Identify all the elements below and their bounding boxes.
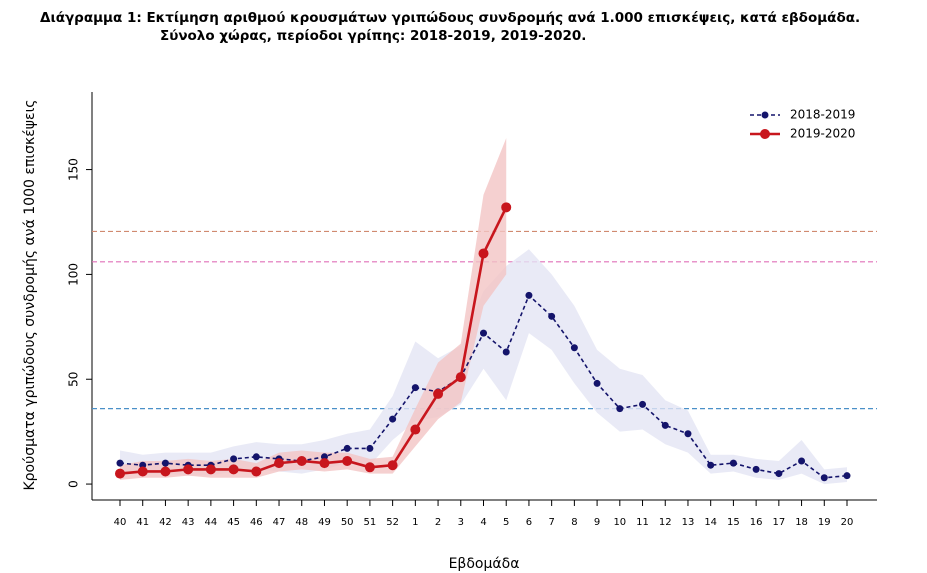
- x-axis-label: Εβδομάδα: [449, 556, 520, 572]
- legend-label: 2019-2020: [790, 127, 855, 141]
- data-point: [548, 312, 556, 320]
- data-point: [570, 344, 578, 352]
- data-point: [775, 470, 783, 478]
- data-point: [525, 291, 533, 299]
- data-point: [410, 424, 421, 435]
- chart-title: Διάγραμμα 1: Εκτίμηση αριθμού κρουσμάτων…: [40, 10, 860, 26]
- x-tick-label: 12: [659, 517, 672, 528]
- data-point: [252, 453, 260, 461]
- chart-subtitle: Σύνολο χώρας, περίοδοι γρίπης: 2018-2019…: [160, 28, 586, 44]
- data-point: [251, 466, 262, 477]
- x-tick-label: 9: [594, 517, 600, 528]
- y-axis-label: Κρούσματα γριπώδους συνδρομής ανά 1000 ε…: [22, 99, 38, 490]
- x-tick-label: 50: [341, 517, 354, 528]
- data-point: [820, 474, 828, 482]
- x-tick-label: 6: [526, 517, 532, 528]
- x-tick-label: 51: [364, 517, 377, 528]
- x-tick-label: 40: [114, 517, 127, 528]
- y-tick-label: 50: [67, 372, 81, 387]
- data-point: [411, 384, 419, 392]
- x-tick-label: 7: [548, 517, 554, 528]
- data-point: [502, 348, 510, 356]
- data-point: [137, 466, 148, 477]
- data-point: [729, 459, 737, 467]
- x-tick-label: 17: [772, 517, 785, 528]
- data-point: [387, 460, 398, 471]
- data-point: [319, 458, 330, 469]
- data-point: [342, 456, 353, 467]
- data-point: [389, 415, 397, 423]
- x-tick-label: 19: [818, 517, 831, 528]
- x-tick-label: 11: [636, 517, 649, 528]
- data-point: [501, 202, 512, 213]
- data-point: [116, 459, 124, 467]
- y-tick-label: 100: [67, 263, 81, 286]
- data-point: [639, 400, 647, 408]
- x-tick-label: 16: [750, 517, 763, 528]
- data-point: [160, 466, 171, 477]
- x-tick-label: 45: [227, 517, 240, 528]
- x-tick-label: 47: [273, 517, 286, 528]
- data-point: [455, 372, 466, 383]
- x-tick-label: 8: [571, 517, 577, 528]
- x-tick-label: 4: [480, 517, 486, 528]
- x-tick-label: 20: [841, 517, 854, 528]
- x-tick-label: 13: [682, 517, 695, 528]
- data-point: [296, 456, 307, 467]
- x-tick-label: 46: [250, 517, 263, 528]
- data-point: [274, 458, 285, 469]
- data-point: [115, 468, 125, 479]
- data-point: [161, 459, 169, 467]
- data-point: [478, 248, 489, 259]
- x-tick-label: 18: [795, 517, 808, 528]
- data-point: [183, 464, 194, 475]
- x-tick-label: 44: [205, 517, 218, 528]
- x-tick-label: 1: [412, 517, 418, 528]
- data-point: [364, 462, 375, 473]
- legend-label: 2018-2019: [790, 108, 855, 122]
- data-point: [230, 455, 238, 463]
- x-tick-label: 48: [295, 517, 308, 528]
- x-tick-label: 43: [182, 517, 195, 528]
- data-point: [593, 379, 601, 387]
- x-tick-label: 42: [159, 517, 172, 528]
- data-point: [433, 388, 444, 399]
- series-line: [119, 206, 508, 475]
- x-tick-label: 15: [727, 517, 740, 528]
- y-tick-label: 150: [67, 158, 81, 181]
- legend-marker: [761, 111, 769, 119]
- data-point: [798, 457, 806, 465]
- data-point: [205, 464, 216, 475]
- x-tick-label: 41: [136, 517, 149, 528]
- data-point: [661, 421, 669, 429]
- data-point: [752, 465, 760, 473]
- data-point: [843, 472, 851, 480]
- x-tick-label: 49: [318, 517, 331, 528]
- x-tick-label: 3: [458, 517, 464, 528]
- confidence-band: [120, 138, 507, 480]
- data-point: [228, 464, 239, 475]
- data-point: [343, 444, 351, 452]
- x-tick-label: 2: [435, 517, 441, 528]
- data-point: [480, 329, 487, 337]
- legend-marker: [760, 129, 770, 139]
- data-point: [366, 444, 374, 452]
- x-tick-label: 52: [386, 517, 399, 528]
- x-tick-label: 5: [503, 517, 509, 528]
- y-tick-label: 0: [67, 480, 81, 488]
- data-point: [684, 430, 692, 438]
- x-tick-label: 10: [613, 517, 626, 528]
- data-point: [707, 461, 715, 469]
- data-point: [616, 405, 624, 413]
- x-tick-label: 14: [704, 517, 717, 528]
